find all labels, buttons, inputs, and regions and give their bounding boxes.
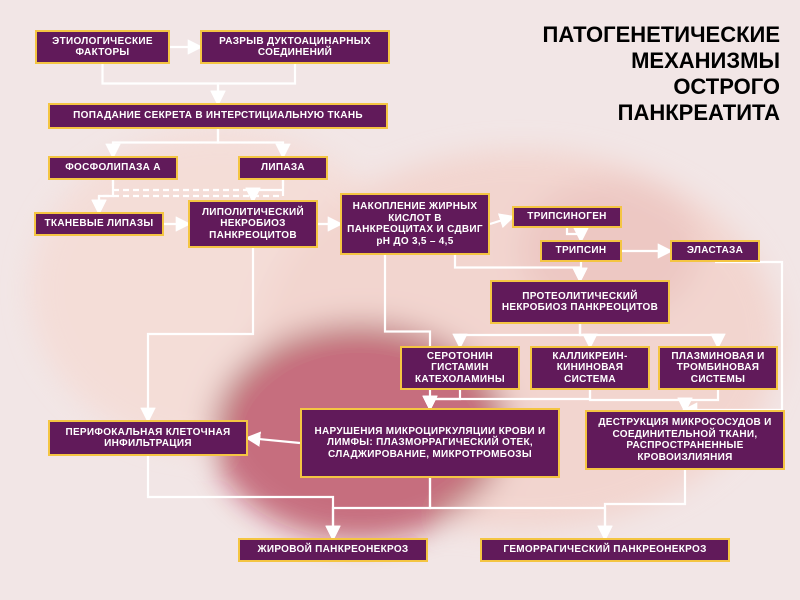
page-title: ПАТОГЕНЕТИЧЕСКИЕМЕХАНИЗМЫОСТРОГОПАНКРЕАТ… [460, 22, 780, 126]
edge-lipnec-peri [148, 248, 253, 420]
node-razryv: РАЗРЫВ ДУКТОАЦИНАРНЫХ СОЕДИНЕНИЙ [200, 30, 390, 64]
node-etio: ЭТИОЛОГИЧЕСКИЕ ФАКТОРЫ [35, 30, 170, 64]
edge-razryv-popad [218, 64, 295, 103]
edge-protnec-sero [460, 324, 580, 346]
edge-plasm-destr [685, 390, 718, 410]
node-elast: ЭЛАСТАЗА [670, 240, 760, 262]
node-protnec: ПРОТЕОЛИТИЧЕСКИЙ НЕКРОБИОЗ ПАНКРЕОЦИТОВ [490, 280, 670, 324]
node-kalli: КАЛЛИКРЕИН-КИНИНОВАЯ СИСТЕМА [530, 346, 650, 390]
node-tkan: ТКАНЕВЫЕ ЛИПАЗЫ [34, 212, 164, 236]
node-accum: НАКОПЛЕНИЕ ЖИРНЫХ КИСЛОТ В ПАНКРЕОЦИТАХ … [340, 193, 490, 255]
edge-protnec-kalli [580, 324, 590, 346]
edge-kalli-narush [430, 390, 590, 408]
edge-lipaza-lipnec [253, 180, 283, 200]
diagram-stage: ПАТОГЕНЕТИЧЕСКИЕМЕХАНИЗМЫОСТРОГОПАНКРЕАТ… [0, 0, 800, 600]
edge-narush-peri [248, 438, 300, 443]
edge-sero-narush [430, 390, 460, 408]
edge-popad-lipaza [218, 129, 283, 156]
node-plasm: ПЛАЗМИНОВАЯ И ТРОМБИНОВАЯ СИСТЕМЫ [658, 346, 778, 390]
node-destr: ДЕСТРУКЦИЯ МИКРОСОСУДОВ И СОЕДИНИТЕЛЬНОЙ… [585, 410, 785, 470]
edge-trip-protnec [580, 262, 581, 280]
node-trip: ТРИПСИН [540, 240, 622, 262]
node-narush: НАРУШЕНИЯ МИКРОЦИРКУЛЯЦИИ КРОВИ И ЛИМФЫ:… [300, 408, 560, 478]
edge-accum-tripgn [490, 217, 512, 224]
node-lipnec: ЛИПОЛИТИЧЕСКИЙ НЕКРОБИОЗ ПАНКРЕОЦИТОВ [188, 200, 318, 248]
edge-protnec-plasm [580, 324, 718, 346]
edge-tripgn-trip [567, 228, 581, 240]
edge-popad-phos [113, 129, 218, 156]
edge-narush-zhir [333, 478, 430, 538]
edge-narush-gemor [430, 478, 605, 538]
node-gemor: ГЕМОРРАГИЧЕСКИЙ ПАНКРЕОНЕКРОЗ [480, 538, 730, 562]
node-tripgn: ТРИПСИНОГЕН [512, 206, 622, 228]
node-lipaza: ЛИПАЗА [238, 156, 328, 180]
node-popad: ПОПАДАНИЕ СЕКРЕТА В ИНТЕРСТИЦИАЛЬНУЮ ТКА… [48, 103, 388, 129]
node-peri: ПЕРИФОКАЛЬНАЯ КЛЕТОЧНАЯ ИНФИЛЬТРАЦИЯ [48, 420, 248, 456]
node-zhir: ЖИРОВОЙ ПАНКРЕОНЕКРОЗ [238, 538, 428, 562]
node-phos: ФОСФОЛИПАЗА А [48, 156, 178, 180]
edge-phos-lipnec [113, 180, 253, 200]
edge-phos-tkan [99, 180, 113, 212]
edge-destr-gemor [605, 470, 685, 538]
node-sero: СЕРОТОНИН ГИСТАМИН КАТЕХОЛАМИНЫ [400, 346, 520, 390]
edge-kalli-destr [590, 390, 685, 410]
edge-etio-popad [103, 64, 219, 103]
